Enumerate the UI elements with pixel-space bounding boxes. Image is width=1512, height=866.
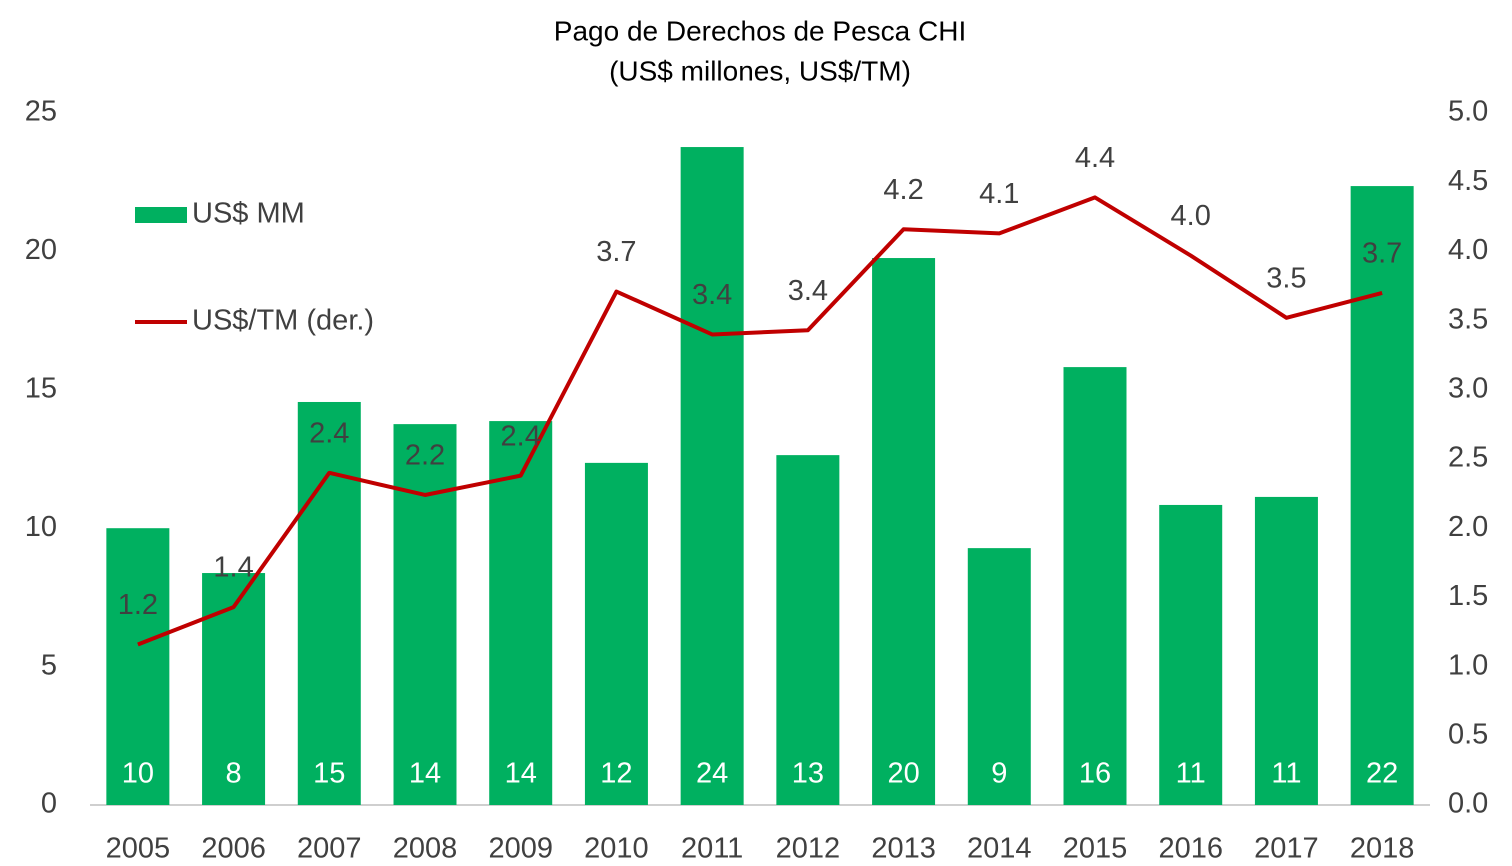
bar-value-label: 24 [696, 758, 728, 790]
line-value-label: 4.0 [1171, 200, 1211, 232]
x-tick-label: 2007 [297, 833, 362, 865]
x-tick-label: 2015 [1063, 833, 1128, 865]
chart-subtitle: (US$ millones, US$/TM) [609, 55, 911, 86]
line-value-label: 2.2 [405, 440, 445, 472]
bar [297, 401, 361, 805]
line-value-label: 4.1 [979, 178, 1019, 210]
chart-title: Pago de Derechos de Pesca CHI [554, 15, 966, 46]
bar-value-label: 15 [313, 758, 345, 790]
x-tick-label: 2006 [201, 833, 266, 865]
line-value-label: 3.4 [788, 275, 828, 307]
bar [106, 528, 170, 805]
line-value-label: 3.5 [1266, 262, 1306, 294]
bar [1063, 367, 1127, 805]
line-value-label: 2.4 [501, 420, 541, 452]
y2-tick-label: 3.5 [1448, 303, 1488, 335]
x-tick-label: 2011 [681, 833, 743, 865]
bar-value-label: 20 [887, 758, 919, 790]
y-tick-label: 10 [25, 511, 57, 543]
bar-value-label: 16 [1079, 758, 1111, 790]
y-tick-label: 20 [25, 234, 57, 266]
y2-tick-label: 3.0 [1448, 372, 1488, 404]
bar-value-label: 9 [991, 758, 1007, 790]
bar [1254, 496, 1318, 805]
x-tick-label: 2010 [584, 833, 649, 865]
bar [584, 462, 648, 805]
y2-tick-label: 1.5 [1448, 580, 1488, 612]
bar-value-label: 11 [1271, 758, 1301, 790]
y-tick-label: 25 [25, 96, 57, 128]
bar-value-label: 14 [409, 758, 441, 790]
y-tick-label: 15 [25, 372, 57, 404]
x-tick-label: 2008 [393, 833, 458, 865]
line-value-label: 3.7 [1362, 238, 1402, 270]
y2-tick-label: 2.5 [1448, 442, 1488, 474]
x-tick-label: 2012 [776, 833, 841, 865]
line-value-label: 3.4 [692, 279, 732, 311]
bar [680, 147, 744, 806]
bar-value-label: 12 [600, 758, 632, 790]
x-tick-label: 2013 [871, 833, 936, 865]
bar [872, 258, 936, 805]
line-value-label: 4.2 [883, 174, 923, 206]
x-tick-label: 2009 [488, 833, 553, 865]
y-tick-label: 5 [41, 649, 57, 681]
bar [489, 421, 553, 805]
bar [776, 455, 840, 805]
bar-value-label: 11 [1176, 758, 1206, 790]
x-tick-label: 2014 [967, 833, 1032, 865]
bar [393, 424, 457, 805]
legend-label: US$ MM [192, 198, 305, 230]
y2-tick-label: 2.0 [1448, 511, 1488, 543]
y2-tick-label: 0.5 [1448, 718, 1488, 750]
line-value-label: 1.4 [213, 552, 253, 584]
y2-tick-label: 0.0 [1448, 788, 1488, 820]
line-value-label: 4.4 [1075, 142, 1115, 174]
bar-value-label: 14 [505, 758, 537, 790]
y2-tick-label: 4.5 [1448, 165, 1488, 197]
bar-value-label: 8 [226, 758, 242, 790]
bar [202, 573, 266, 805]
x-tick-label: 2005 [106, 833, 171, 865]
y2-tick-label: 5.0 [1448, 96, 1488, 128]
bar [1350, 186, 1414, 805]
y-tick-label: 0 [41, 788, 57, 820]
y2-tick-label: 4.0 [1448, 234, 1488, 266]
bar-value-label: 10 [122, 758, 154, 790]
legend-swatch [135, 207, 187, 223]
line [137, 195, 1383, 647]
line-value-label: 1.2 [118, 589, 158, 621]
line-value-label: 2.4 [309, 417, 349, 449]
bar [1159, 504, 1223, 805]
bar-value-label: 13 [792, 758, 824, 790]
bar [967, 548, 1031, 805]
y2-tick-label: 1.0 [1448, 649, 1488, 681]
line-value-label: 3.7 [596, 236, 636, 268]
bar-value-label: 22 [1366, 758, 1398, 790]
x-tick-label: 2018 [1350, 833, 1415, 865]
x-tick-label: 2017 [1254, 833, 1319, 865]
legend-label: US$/TM (der.) [192, 305, 374, 337]
x-tick-label: 2016 [1158, 833, 1223, 865]
